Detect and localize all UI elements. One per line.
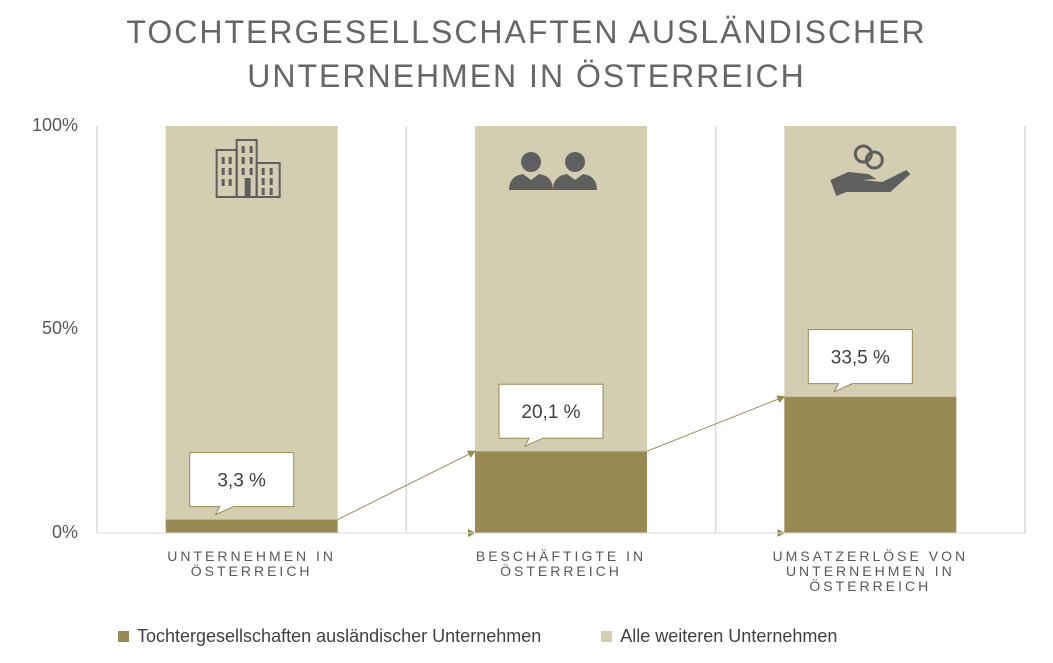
title-line: TOCHTERGESELLSCHAFTEN AUSLÄNDISCHER xyxy=(126,14,927,50)
data-label: 20,1 % xyxy=(521,402,580,423)
legend-swatch xyxy=(118,631,129,642)
window xyxy=(241,168,245,175)
data-label-callout xyxy=(189,452,295,516)
category-label-line: BESCHÄFTIGTE IN xyxy=(475,548,647,564)
building xyxy=(255,162,281,198)
window xyxy=(228,179,232,186)
category-label-line: UNTERNEHMEN IN xyxy=(785,563,955,579)
coin xyxy=(864,150,884,170)
category-label: UMSATZERLÖSE VON UNTERNEHMEN IN ÖSTERREICH xyxy=(755,549,985,594)
trend-arrow xyxy=(646,395,786,452)
window xyxy=(249,168,253,175)
y-tick-label: 100% xyxy=(31,115,78,135)
window xyxy=(261,188,265,195)
window xyxy=(221,168,225,175)
y-tick-label: 50% xyxy=(41,318,78,338)
trend-arrow xyxy=(337,450,476,521)
bar-subsidiaries xyxy=(784,396,957,533)
category-label-line: ÖSTERREICH xyxy=(500,563,622,579)
people-icon xyxy=(509,152,597,190)
y-tick-label: 0% xyxy=(51,522,78,542)
door xyxy=(244,178,251,197)
data-label: 33,5 % xyxy=(831,348,890,369)
legend: Tochtergesellschaften ausländischer Unte… xyxy=(118,626,837,647)
money-hand-icon xyxy=(830,144,911,196)
window xyxy=(261,178,265,185)
window xyxy=(249,157,253,164)
body xyxy=(509,174,553,190)
window xyxy=(228,157,232,164)
category-label-line: ÖSTERREICH xyxy=(809,578,932,594)
head xyxy=(565,152,585,172)
category-label-line: ÖSTERREICH xyxy=(190,563,313,579)
body xyxy=(553,174,597,190)
legend-label: Alle weiteren Unternehmen xyxy=(620,626,838,646)
legend-swatch xyxy=(601,631,613,642)
category-label: UNTERNEHMEN IN ÖSTERREICH xyxy=(137,549,367,579)
data-label-callout xyxy=(807,329,913,393)
buildings-icon xyxy=(215,139,281,198)
category-label-line: UNTERNEHMEN IN xyxy=(167,548,337,564)
window xyxy=(261,168,265,175)
window xyxy=(269,168,273,175)
window xyxy=(241,146,245,153)
data-label-callout xyxy=(498,383,604,448)
window xyxy=(241,157,245,164)
window xyxy=(269,178,273,185)
hand xyxy=(830,170,911,196)
data-label: 3,3 % xyxy=(217,471,266,492)
chart-title: TOCHTERGESELLSCHAFTEN AUSLÄNDISCHER UNTE… xyxy=(0,10,1053,98)
category-label-line: UMSATZERLÖSE VON xyxy=(772,548,969,564)
head xyxy=(521,152,541,172)
category-label: BESCHÄFTIGTE IN ÖSTERREICH xyxy=(446,549,676,579)
window xyxy=(221,179,225,186)
legend-label: Tochtergesellschaften ausländischer Unte… xyxy=(137,626,542,646)
bar-subsidiaries xyxy=(165,519,338,533)
window xyxy=(269,188,273,195)
legend-item: Alle weiteren Unternehmen xyxy=(601,626,837,647)
window xyxy=(228,168,232,175)
title-line: UNTERNEHMEN IN ÖSTERREICH xyxy=(247,58,806,94)
window xyxy=(249,146,253,153)
window xyxy=(221,157,225,164)
legend-item: Tochtergesellschaften ausländischer Unte… xyxy=(118,626,541,647)
bar-subsidiaries xyxy=(475,451,647,533)
